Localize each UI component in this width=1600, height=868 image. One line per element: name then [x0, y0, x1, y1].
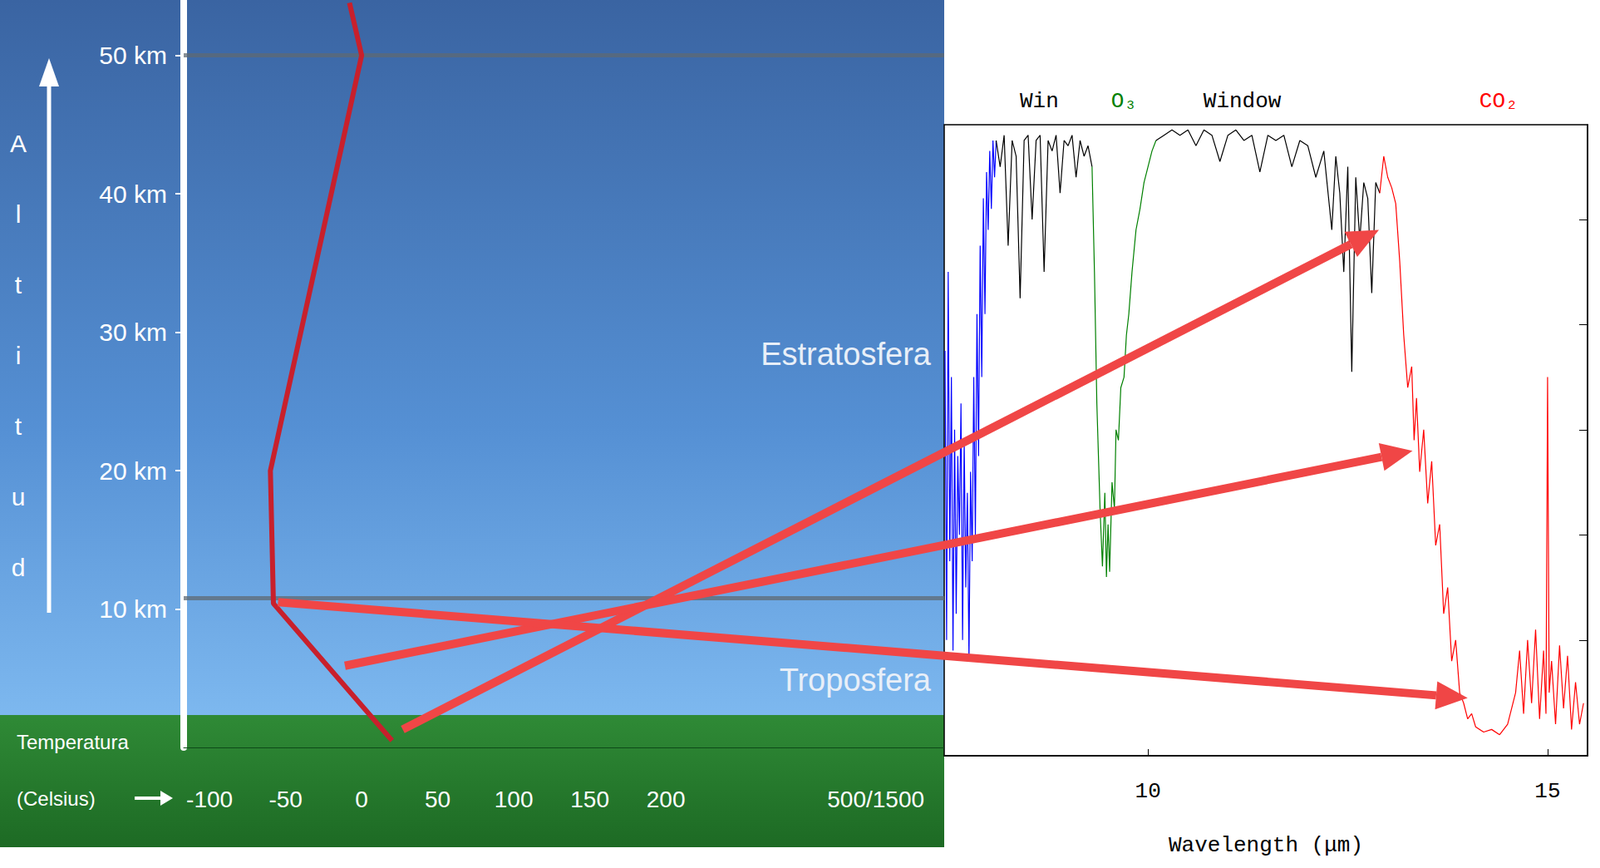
svg-text:500/1500: 500/1500 [827, 786, 925, 813]
svg-text:0: 0 [354, 786, 369, 813]
svg-text:150: 150 [570, 786, 610, 813]
svg-text:40 km: 40 km [98, 180, 168, 208]
svg-text:Win: Win [1019, 88, 1059, 114]
svg-text:100: 100 [494, 786, 534, 813]
svg-text:l: l [15, 200, 22, 228]
svg-text:Wavelength (μm): Wavelength (μm) [1168, 832, 1364, 858]
svg-text:50: 50 [424, 786, 451, 813]
svg-text:50 km: 50 km [98, 41, 168, 69]
svg-text:200: 200 [646, 786, 686, 813]
svg-text:20 km: 20 km [98, 457, 168, 485]
svg-text:CO₂: CO₂ [1479, 88, 1519, 114]
svg-text:t: t [14, 412, 23, 440]
svg-text:30 km: 30 km [98, 318, 168, 346]
svg-text:A: A [9, 129, 27, 158]
svg-text:(Celsius): (Celsius) [16, 787, 96, 810]
svg-text:Window: Window [1203, 88, 1282, 114]
svg-text:Temperatura: Temperatura [16, 730, 129, 754]
svg-text:10 km: 10 km [98, 595, 168, 623]
svg-text:15: 15 [1534, 778, 1561, 804]
svg-text:u: u [11, 482, 26, 511]
svg-text:i: i [15, 341, 22, 370]
svg-text:O₃: O₃ [1111, 88, 1138, 114]
svg-text:-100: -100 [186, 786, 233, 813]
svg-text:Estratosfera: Estratosfera [760, 336, 932, 372]
svg-text:Troposfera: Troposfera [779, 662, 932, 698]
svg-text:t: t [14, 270, 23, 299]
svg-text:-50: -50 [268, 786, 302, 813]
svg-text:10: 10 [1135, 778, 1162, 804]
svg-text:d: d [11, 553, 26, 581]
